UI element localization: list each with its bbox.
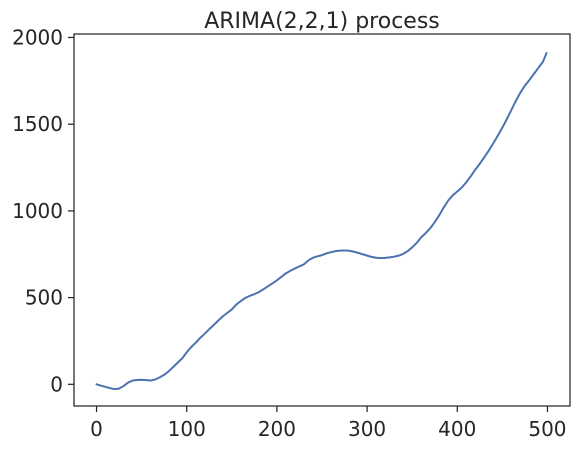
y-tick-label: 1000 bbox=[12, 199, 63, 223]
y-tick-label: 1500 bbox=[12, 112, 63, 136]
x-tick-label: 100 bbox=[168, 417, 206, 441]
y-tick-label: 500 bbox=[25, 286, 63, 310]
x-tick-label: 0 bbox=[90, 417, 103, 441]
x-axis-ticks: 0 100 200 300 400 500 bbox=[90, 406, 567, 441]
plot-background bbox=[74, 34, 570, 406]
x-tick-label: 200 bbox=[258, 417, 296, 441]
x-tick-label: 300 bbox=[348, 417, 386, 441]
x-tick-label: 400 bbox=[438, 417, 476, 441]
y-tick-label: 2000 bbox=[12, 25, 63, 49]
x-tick-label: 500 bbox=[528, 417, 566, 441]
chart-title: ARIMA(2,2,1) process bbox=[204, 9, 440, 34]
series-line bbox=[95, 52, 548, 391]
plot-frame bbox=[73, 33, 571, 407]
y-tick-label: 0 bbox=[50, 372, 63, 396]
y-axis-ticks: 0 500 1000 1500 2000 bbox=[12, 25, 74, 396]
